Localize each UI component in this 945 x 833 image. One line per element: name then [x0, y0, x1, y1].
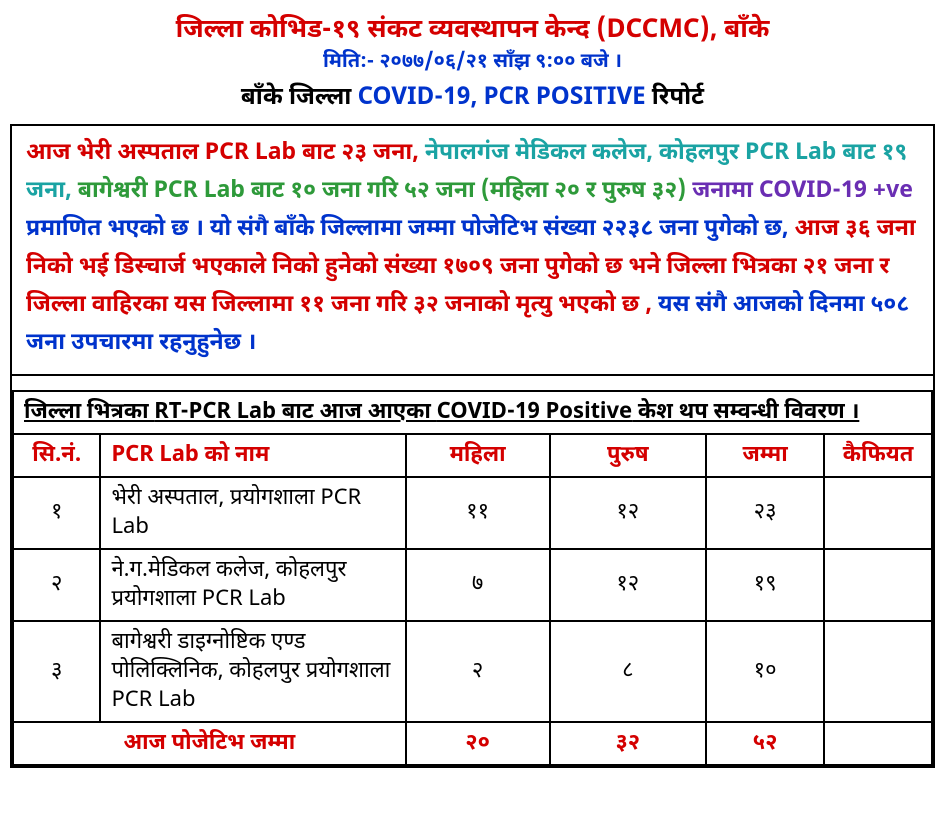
cell-female: ११	[406, 477, 550, 549]
para-s12: प्रमाणित भएको छ । यो संगै बाँके जिल्लामा…	[26, 215, 794, 245]
header3-b: COVID-19, PCR POSITIVE	[358, 82, 652, 114]
th-name-a: PCR Lab	[111, 441, 198, 470]
data-table: जिल्ला भित्रका RT-PCR Lab बाट आज आएका CO…	[12, 390, 933, 766]
table-header-row: सि.नं. PCR Lab को नाम महिला पुरुष जम्मा …	[13, 434, 932, 477]
sub-c: बाट आज आएका	[276, 398, 437, 427]
th-sn: सि.नं.	[13, 434, 100, 477]
total-label: आज पोजेटिभ जम्मा	[13, 722, 406, 765]
para-s2: PCR Lab	[205, 139, 296, 169]
para-s9: बाट १० जना गरि ५२ जना (महिला २० र पुरुष …	[245, 177, 692, 207]
cell-total: १०	[706, 621, 824, 722]
total-total: ५२	[706, 722, 824, 765]
cell-name: ने.ग.मेडिकल कलेज, कोहलपुर प्रयोगशाला PCR…	[100, 549, 405, 621]
cell-male: ८	[550, 621, 707, 722]
para-s11: COVID-19 +ve	[759, 177, 913, 207]
header-date: मिति:- २०७७/०६/२१ साँझ ९:०० बजे ।	[10, 50, 935, 76]
para-s1: आज भेरी अस्पताल	[26, 139, 205, 169]
total-female: २०	[406, 722, 550, 765]
total-male: ३२	[550, 722, 707, 765]
th-name-b: को नाम	[199, 441, 270, 470]
cell-sn: ३	[13, 621, 100, 722]
cell-remark	[824, 549, 932, 621]
cell-sn: १	[13, 477, 100, 549]
cell-remark	[824, 477, 932, 549]
para-s7: बागेश्वरी	[72, 177, 154, 207]
th-name: PCR Lab को नाम	[100, 434, 405, 477]
cell-name: भेरी अस्पताल, प्रयोगशाला PCR Lab	[100, 477, 405, 549]
sub-b: RT-PCR Lab	[154, 398, 276, 427]
content-box: आज भेरी अस्पताल PCR Lab बाट २३ जना, नेपा…	[10, 124, 935, 768]
cell-male: १२	[550, 477, 707, 549]
sub-a: जिल्ला भित्रका	[24, 398, 154, 427]
th-total: जम्मा	[706, 434, 824, 477]
total-remark	[824, 722, 932, 765]
table-subtitle: जिल्ला भित्रका RT-PCR Lab बाट आज आएका CO…	[13, 391, 932, 434]
table-row: ३ बागेश्वरी डाइग्नोष्टिक एण्ड पोलिक्लिनि…	[13, 621, 932, 722]
th-remark: कैफियत	[824, 434, 932, 477]
header-title-post: , बाँके	[710, 14, 770, 48]
header3-a: बाँके जिल्ला	[241, 82, 358, 114]
header3-c: रिपोर्ट	[652, 82, 704, 114]
header-report-title: बाँके जिल्ला COVID-19, PCR POSITIVE रिपो…	[10, 82, 935, 114]
cell-remark	[824, 621, 932, 722]
th-male: पुरुष	[550, 434, 707, 477]
summary-paragraph: आज भेरी अस्पताल PCR Lab बाट २३ जना, नेपा…	[12, 126, 933, 375]
para-s10: जनामा	[692, 177, 759, 207]
sub-d: COVID-19 Positive	[437, 398, 633, 427]
header-title-pre: जिल्ला कोभिड-१९ संकट व्यवस्थापन केन्द	[176, 14, 597, 48]
para-s4: नेपालगंज मेडिकल कलेज, कोहलपुर	[419, 139, 745, 169]
cell-name: बागेश्वरी डाइग्नोष्टिक एण्ड पोलिक्लिनिक,…	[100, 621, 405, 722]
para-s8: PCR Lab	[154, 177, 245, 207]
para-s5: PCR Lab	[745, 139, 836, 169]
cell-total: २३	[706, 477, 824, 549]
para-s3: बाट २३ जना,	[296, 139, 419, 169]
header-title-paren: (DCCMC)	[596, 14, 709, 48]
cell-female: २	[406, 621, 550, 722]
table-total-row: आज पोजेटिभ जम्मा २० ३२ ५२	[13, 722, 932, 765]
th-female: महिला	[406, 434, 550, 477]
table-row: १ भेरी अस्पताल, प्रयोगशाला PCR Lab ११ १२…	[13, 477, 932, 549]
cell-total: १९	[706, 549, 824, 621]
cell-male: १२	[550, 549, 707, 621]
sub-e: केश थप सम्वन्धी विवरण ।	[632, 398, 859, 427]
main-table: आज भेरी अस्पताल PCR Lab बाट २३ जना, नेपा…	[12, 126, 933, 766]
table-row: २ ने.ग.मेडिकल कलेज, कोहलपुर प्रयोगशाला P…	[13, 549, 932, 621]
header-title: जिल्ला कोभिड-१९ संकट व्यवस्थापन केन्द (D…	[10, 14, 935, 48]
cell-female: ७	[406, 549, 550, 621]
cell-sn: २	[13, 549, 100, 621]
